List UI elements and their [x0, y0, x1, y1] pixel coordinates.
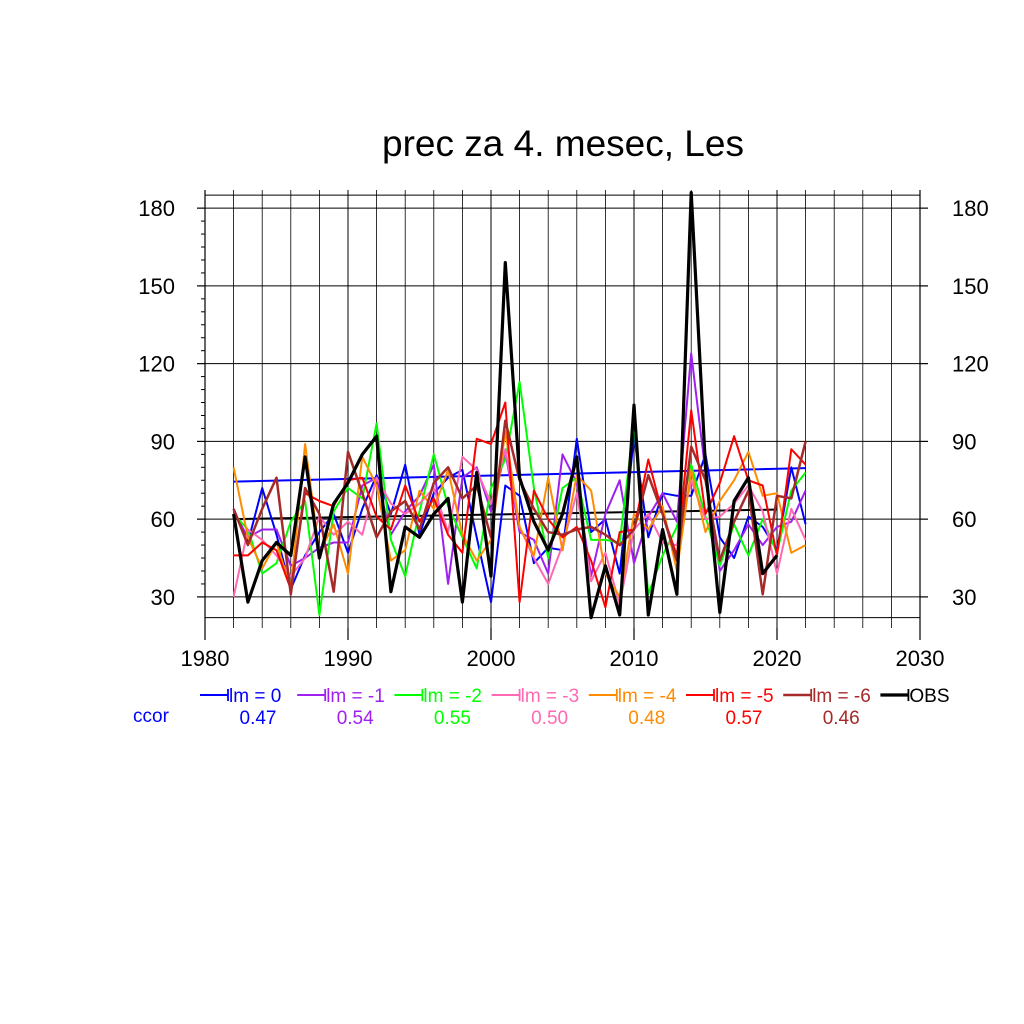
legend-label: lm = 0 [229, 686, 281, 707]
y-tick-label-left: 180 [138, 196, 175, 221]
legend-label: lm = -4 [618, 686, 677, 707]
series-line [232, 191, 779, 620]
y-tick-label-right: 180 [952, 196, 989, 221]
y-tick-label-right: 150 [952, 274, 989, 299]
legend-label: lm = -1 [326, 686, 385, 707]
legend-ccor: 0.48 [628, 708, 665, 729]
legend-ccor: 0.50 [531, 708, 568, 729]
y-tick-label-right: 60 [952, 507, 976, 532]
legend-label: lm = -2 [423, 686, 482, 707]
y-tick-label-right: 120 [952, 352, 989, 377]
legend-ccor: 0.54 [337, 708, 374, 729]
trend-line [233, 508, 778, 521]
legend-label: lm = -6 [812, 686, 871, 707]
y-tick-label-left: 120 [138, 352, 175, 377]
axes: 1980 1990 2000 2010 2020 2030 30 30 60 60 90 90 120 1… [138, 190, 989, 671]
y-tick-label-left: 30 [151, 585, 175, 610]
y-tick-label-right: 90 [952, 429, 976, 454]
series-lines [232, 191, 807, 620]
legend-ccor: 0.57 [726, 708, 763, 729]
legend-ccor: 0.47 [240, 708, 277, 729]
x-tick-label: 2030 [896, 646, 945, 671]
x-tick-label: 1990 [324, 646, 373, 671]
legend-ccor: 0.46 [823, 708, 860, 729]
y-tick-label-left: 60 [151, 507, 175, 532]
x-tick-label: 2000 [467, 646, 516, 671]
series-line [232, 380, 807, 616]
legend: ccor lm = 00.47 lm = -10.54 lm = -20.55 lm =… [133, 686, 950, 729]
chart-title: prec za 4. mesec, Les [382, 123, 744, 164]
x-tick-label: 1980 [181, 646, 230, 671]
y-tick-label-right: 30 [952, 585, 976, 610]
legend-ccor: 0.55 [434, 708, 471, 729]
legend-label: lm = -5 [715, 686, 774, 707]
x-tick-label: 2010 [610, 646, 659, 671]
y-tick-label-left: 150 [138, 274, 175, 299]
ccor-label: ccor [133, 706, 170, 727]
x-tick-label: 2020 [753, 646, 802, 671]
legend-label: OBS [909, 686, 949, 707]
y-tick-label-left: 90 [151, 429, 175, 454]
legend-label: lm = -3 [521, 686, 580, 707]
